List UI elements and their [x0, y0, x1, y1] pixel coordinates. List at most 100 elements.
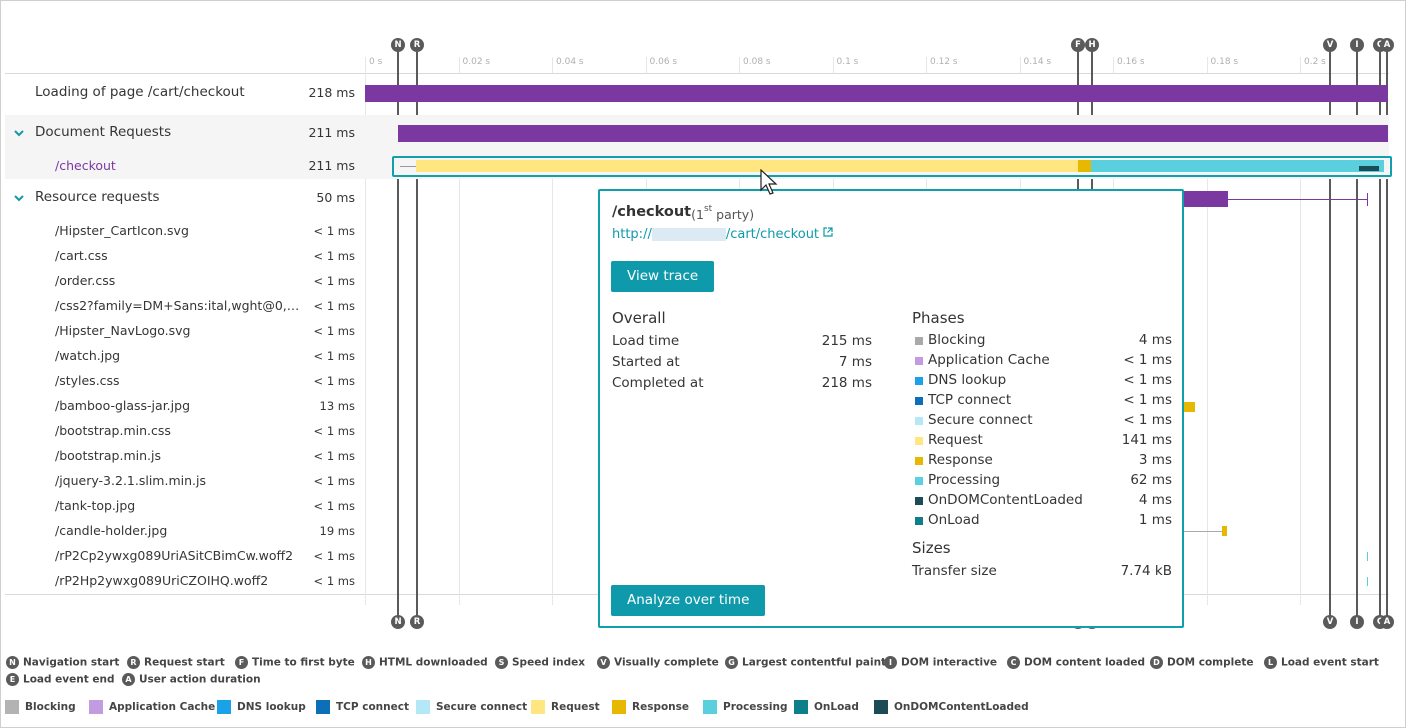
- checkout-response-bar[interactable]: [1078, 160, 1091, 172]
- checkout-processing-bar[interactable]: [1091, 160, 1384, 172]
- page-load-row[interactable]: Loading of page /cart/checkout 218 ms: [1, 84, 365, 104]
- phase-legend-item: Request: [531, 700, 600, 714]
- phase-legend-item: TCP connect: [316, 700, 409, 714]
- resource-row[interactable]: /bootstrap.min.js < 1 ms: [1, 448, 365, 468]
- axis-gridline: [1206, 57, 1208, 73]
- chevron-down-icon[interactable]: [14, 193, 24, 203]
- marker-load-event-end-bottom[interactable]: A: [1380, 615, 1394, 629]
- page-load-bar[interactable]: [365, 85, 1388, 102]
- marker-visually-complete-top[interactable]: V: [1323, 38, 1337, 52]
- resource-row[interactable]: /rP2Hp2ywxg089UriCZOIHQ.woff2 < 1 ms: [1, 573, 365, 593]
- marker-legend-badge: N: [6, 656, 19, 669]
- resource-row[interactable]: /styles.css < 1 ms: [1, 373, 365, 393]
- marker-request-start-bottom[interactable]: R: [410, 615, 424, 629]
- resource-row[interactable]: /bootstrap.min.css < 1 ms: [1, 423, 365, 443]
- resource-row[interactable]: /Hipster_CartIcon.svg < 1 ms: [1, 223, 365, 243]
- resource-duration: < 1 ms: [313, 424, 355, 438]
- overall-heading: Overall: [612, 309, 666, 327]
- resource-row[interactable]: /watch.jpg < 1 ms: [1, 348, 365, 368]
- time-axis-top: 0 s 0.02 s 0.04 s 0.06 s 0.08 s 0.1 s 0.12 s 0.…: [365, 57, 1389, 71]
- resource-row[interactable]: /candle-holder.jpg 19 ms: [1, 523, 365, 543]
- checkout-request-bar[interactable]: [416, 160, 1078, 172]
- analyze-over-time-button[interactable]: Analyze over time: [611, 585, 766, 616]
- popup-url-suffix: /cart/checkout: [725, 227, 820, 242]
- popup-url-link[interactable]: http:// /cart/checkout: [612, 227, 833, 242]
- phase-label: TCP connect: [928, 392, 1012, 408]
- phase-legend-swatch: [531, 700, 545, 714]
- transfer-size-label: Transfer size: [912, 563, 997, 579]
- phase-label: Blocking: [928, 332, 986, 348]
- resource-row[interactable]: /order.css < 1 ms: [1, 273, 365, 293]
- popup-party-suffix: party): [712, 207, 755, 222]
- phase-legend-label: Secure connect: [436, 701, 528, 713]
- marker-legend-label: DOM interactive: [901, 656, 998, 669]
- phase-row: TCP connect < 1 ms: [912, 392, 1172, 412]
- phase-label: OnLoad: [928, 512, 980, 528]
- resource-label: /bootstrap.min.css: [55, 423, 171, 438]
- phase-legend-label: Application Cache: [109, 701, 216, 713]
- marker-html-downloaded-top[interactable]: H: [1085, 38, 1099, 52]
- resource-row[interactable]: /rP2Cp2ywxg089UriASitCBimCw.woff2 < 1 ms: [1, 548, 365, 568]
- marker-legend-badge: D: [1150, 656, 1163, 669]
- resource-duration: 19 ms: [319, 524, 355, 538]
- view-trace-button[interactable]: View trace: [611, 261, 715, 292]
- marker-dom-interactive-top[interactable]: I: [1350, 38, 1364, 52]
- bamboo-jar-response-bar[interactable]: [1184, 402, 1195, 412]
- candle-holder-blocking-line: [1184, 531, 1222, 532]
- phase-value: < 1 ms: [1123, 412, 1172, 428]
- marker-navigation-start-top[interactable]: N: [391, 38, 405, 52]
- font1-bar[interactable]: [1367, 552, 1368, 561]
- phase-legend-label: Processing: [723, 701, 788, 713]
- marker-legend-item: E Load event end: [6, 673, 115, 686]
- checkout-row[interactable]: /checkout 211 ms: [1, 158, 365, 178]
- marker-load-event-end-top[interactable]: A: [1380, 38, 1394, 52]
- axis-tick: 0.14 s: [1023, 57, 1052, 67]
- phase-value: < 1 ms: [1123, 352, 1172, 368]
- checkout-link[interactable]: /checkout: [55, 158, 116, 173]
- phase-swatch: [915, 417, 923, 425]
- popup-party-sup: st: [703, 203, 713, 214]
- font2-bar[interactable]: [1367, 577, 1368, 586]
- marker-request-start-top[interactable]: R: [410, 38, 424, 52]
- resource-row[interactable]: /Hipster_NavLogo.svg < 1 ms: [1, 323, 365, 343]
- resource-row[interactable]: /css2?family=DM+Sans:ital,wght@0,400;...…: [1, 298, 365, 318]
- resource-row[interactable]: /tank-top.jpg < 1 ms: [1, 498, 365, 518]
- marker-legend-label: Load event start: [1281, 656, 1379, 669]
- marker-navigation-start-bottom[interactable]: N: [391, 615, 405, 629]
- marker-legend-item: S Speed index: [495, 656, 585, 669]
- marker-visually-complete-bottom[interactable]: V: [1323, 615, 1337, 629]
- checkout-ondomcontentloaded-bar[interactable]: [1359, 166, 1379, 171]
- resource-row[interactable]: /jquery-3.2.1.slim.min.js < 1 ms: [1, 473, 365, 493]
- resource-label: /styles.css: [55, 373, 120, 388]
- redacted-host: [651, 228, 726, 241]
- marker-dom-interactive-bottom[interactable]: I: [1350, 615, 1364, 629]
- phase-legend-label: OnLoad: [814, 701, 859, 713]
- marker-line-visually-complete: [1329, 51, 1331, 617]
- transfer-size-value: 7.74 kB: [1120, 563, 1172, 579]
- document-requests-bar[interactable]: [398, 125, 1388, 142]
- overall-row: Load time 215 ms: [612, 333, 872, 353]
- document-requests-row[interactable]: Document Requests 211 ms: [1, 124, 365, 144]
- overall-value: 215 ms: [821, 333, 872, 349]
- axis-tick: 0.06 s: [649, 57, 678, 67]
- resource-requests-bar[interactable]: [1184, 191, 1228, 207]
- resource-requests-row[interactable]: Resource requests 50 ms: [1, 189, 365, 209]
- axis-tick: 0.1 s: [836, 57, 859, 67]
- sizes-heading: Sizes: [912, 539, 951, 557]
- checkout-selection-outline: [392, 156, 1392, 177]
- phase-legend-swatch: [5, 700, 19, 714]
- marker-legend-item: I DOM interactive: [884, 656, 997, 669]
- phase-label: DNS lookup: [928, 372, 1007, 388]
- resource-row[interactable]: /cart.css < 1 ms: [1, 248, 365, 268]
- candle-holder-response-bar[interactable]: [1222, 526, 1227, 536]
- chevron-down-icon[interactable]: [14, 128, 24, 138]
- grid-line: [458, 179, 460, 605]
- marker-first-byte-top[interactable]: F: [1071, 38, 1085, 52]
- overall-label: Load time: [612, 333, 680, 349]
- marker-legend-badge: I: [884, 656, 897, 669]
- phase-swatch: [915, 477, 923, 485]
- resource-row[interactable]: /bamboo-glass-jar.jpg 13 ms: [1, 398, 365, 418]
- marker-legend-item: A User action duration: [122, 673, 261, 686]
- grid-line: [1206, 179, 1208, 605]
